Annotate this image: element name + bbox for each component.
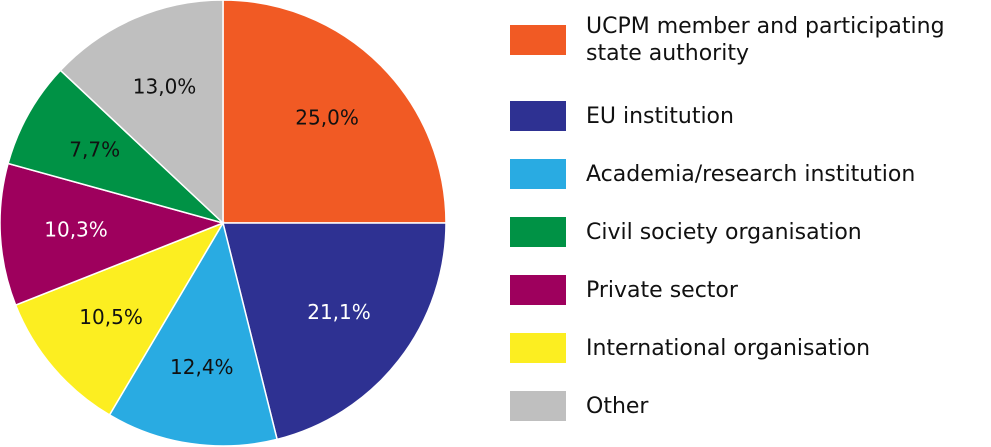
legend-label: EU institution bbox=[586, 103, 734, 129]
pie-slice bbox=[222, 0, 447, 224]
pie-slice bbox=[59, 0, 224, 225]
legend-item: EU institution bbox=[510, 101, 966, 131]
pie-slice bbox=[108, 221, 279, 447]
legend-label: Civil society organisation bbox=[586, 219, 862, 245]
data-label: 25,0% bbox=[295, 105, 359, 129]
legend-item: Civil society organisation bbox=[510, 217, 966, 247]
legend-swatch bbox=[510, 101, 566, 131]
pie-slice bbox=[14, 221, 225, 416]
legend-item: International organisation bbox=[510, 333, 966, 363]
data-label: 21,1% bbox=[307, 300, 371, 324]
data-label: 10,3% bbox=[44, 217, 108, 241]
pie-slice bbox=[222, 222, 447, 441]
data-label: 10,5% bbox=[79, 305, 143, 329]
legend-swatch bbox=[510, 217, 566, 247]
legend-swatch bbox=[510, 25, 566, 55]
pie-slice bbox=[0, 162, 226, 307]
legend-label: Other bbox=[586, 393, 649, 419]
legend-swatch bbox=[510, 333, 566, 363]
legend-item: Academia/research institution bbox=[510, 159, 966, 189]
legend-item: UCPM member and participating state auth… bbox=[510, 13, 966, 67]
legend-label: Academia/research institution bbox=[586, 161, 916, 187]
legend-item: Other bbox=[510, 391, 966, 421]
data-label: 13,0% bbox=[133, 74, 197, 98]
legend-label: International organisation bbox=[586, 335, 871, 361]
legend-swatch bbox=[510, 159, 566, 189]
legend-label: Private sector bbox=[586, 277, 738, 303]
data-label: 12,4% bbox=[170, 355, 234, 379]
pie-slice bbox=[7, 69, 224, 224]
legend-item: Private sector bbox=[510, 275, 966, 305]
data-label: 7,7% bbox=[69, 137, 120, 161]
chart: 25,0% 21,1% 12,4% 10,5% 10,3% 7,7% 13,0% bbox=[0, 0, 447, 447]
legend-swatch bbox=[510, 275, 566, 305]
legend-swatch bbox=[510, 391, 566, 421]
legend-label: UCPM member and participating state auth… bbox=[586, 14, 945, 66]
